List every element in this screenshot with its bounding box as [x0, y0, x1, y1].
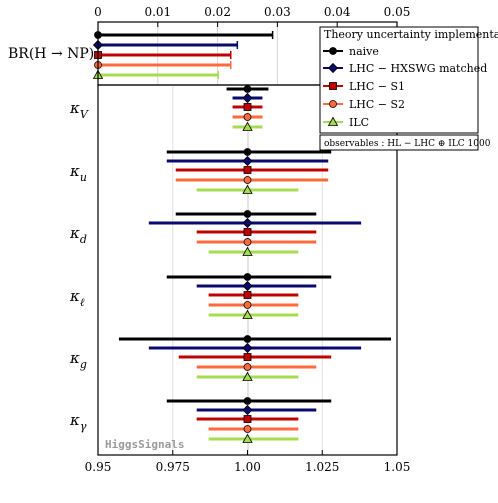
- legend-marker-3: [329, 100, 337, 108]
- param-label-5: κγ: [69, 411, 87, 433]
- observables-label: observables : HL − LHC ⊕ ILC 1000: [324, 139, 491, 149]
- central-marker-4-2: [243, 353, 252, 361]
- param-label-4: κg: [69, 349, 87, 371]
- central-marker-3-4: [242, 309, 253, 319]
- central-marker-2-1: [242, 217, 253, 229]
- top-tick-label: 0: [94, 5, 102, 19]
- main-tick-label: 1.00: [234, 460, 261, 474]
- top-tick-label: 0.03: [264, 5, 291, 19]
- legend-label-1: LHC − HXSWG matched: [349, 62, 487, 75]
- central-marker-2-3: [243, 238, 252, 246]
- top-panel-ylabel: BR(H → NP): [8, 46, 94, 62]
- central-marker-1-3: [243, 176, 252, 184]
- central-marker-2-0: [243, 210, 252, 218]
- central-marker-0-0: [243, 85, 252, 93]
- legend-label-2: LHC − S1: [349, 80, 405, 93]
- legend: Theory uncertainty implementation : naiv…: [319, 26, 498, 151]
- central-marker-3-1: [242, 280, 253, 292]
- param-label-3: κℓ: [69, 287, 85, 309]
- central-marker-4-1: [242, 342, 253, 354]
- central-marker-3-0: [243, 273, 252, 281]
- central-marker-4-4: [242, 371, 253, 381]
- legend-label-4: ILC: [349, 116, 369, 129]
- observables-frame: [319, 134, 479, 151]
- central-marker-0-4: [242, 121, 253, 131]
- main-panel: 0.95 0.975 1.00 1.025 1.05 κV κu κd κℓ κg κγ Higg…: [69, 84, 411, 474]
- central-marker-3-3: [243, 301, 252, 309]
- central-marker-5-3: [243, 425, 252, 433]
- legend-frame: [319, 26, 479, 134]
- top-tick-label: 0.05: [384, 5, 411, 19]
- legend-marker-4: [327, 116, 339, 126]
- param-label-0: κV: [69, 99, 89, 121]
- top-tick-label: 0.04: [324, 5, 351, 19]
- central-marker-5-2: [243, 415, 252, 423]
- top-tick-label: 0.01: [144, 5, 171, 19]
- main-tick-label: 1.025: [305, 460, 339, 474]
- higgssignals-watermark: HiggsSignals: [105, 438, 184, 451]
- central-marker-5-0: [243, 397, 252, 405]
- central-marker-1-0: [243, 148, 252, 156]
- central-marker-3-2: [243, 291, 252, 299]
- legend-marker-0: [329, 47, 337, 55]
- central-marker-0-1: [242, 92, 253, 104]
- central-marker-1-2: [243, 166, 252, 174]
- param-label-1: κu: [69, 162, 87, 184]
- param-label-2: κd: [69, 224, 87, 246]
- central-marker-2-2: [243, 228, 252, 236]
- central-marker-5-4: [242, 433, 253, 443]
- main-tick-label: 1.05: [384, 460, 411, 474]
- legend-label-3: LHC − S2: [349, 98, 405, 111]
- central-marker-1-4: [242, 184, 253, 194]
- central-marker-5-1: [242, 404, 253, 416]
- legend-marker-1: [327, 62, 339, 74]
- central-marker-2-4: [242, 246, 253, 256]
- central-marker-0-2: [243, 103, 252, 111]
- central-marker-0-3: [243, 113, 252, 121]
- central-marker-1-1: [242, 155, 253, 167]
- central-marker-4-0: [243, 335, 252, 343]
- legend-label-0: naive: [349, 45, 379, 58]
- main-tick-label: 0.975: [156, 460, 190, 474]
- central-marker-4-3: [243, 363, 252, 371]
- top-tick-label: 0.02: [204, 5, 231, 19]
- legend-title: Theory uncertainty implementation :: [324, 28, 498, 41]
- main-tick-label: 0.95: [85, 460, 112, 474]
- legend-marker-2: [329, 82, 337, 90]
